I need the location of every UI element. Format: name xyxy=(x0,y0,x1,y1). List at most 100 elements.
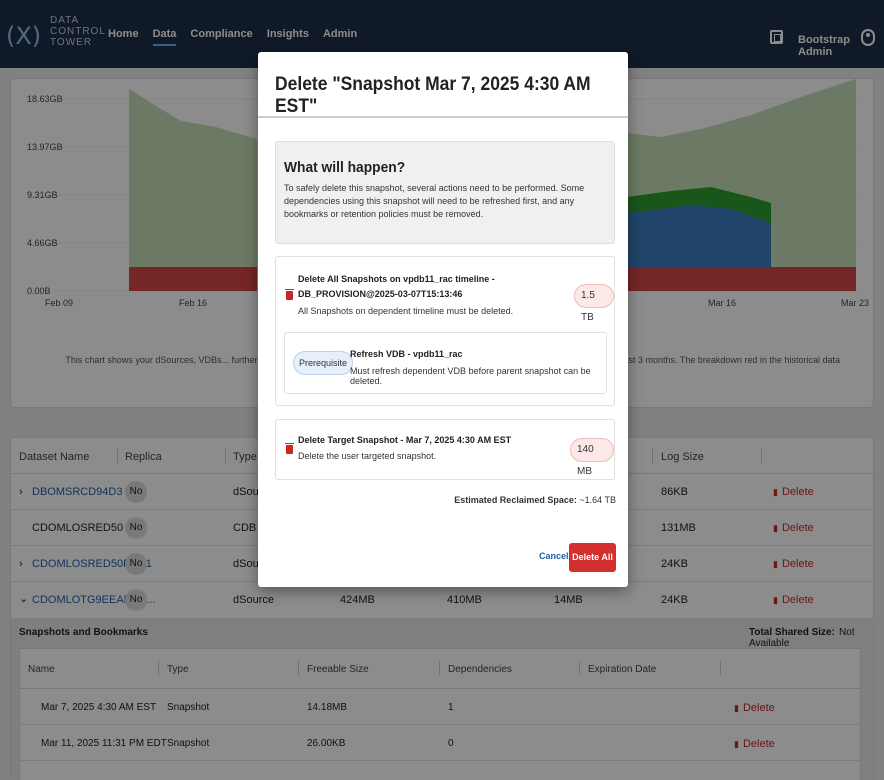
nav-links: Home Data Compliance Insights Admin xyxy=(108,28,357,46)
collapse-icon[interactable]: ⌄ xyxy=(19,593,29,605)
col-divider xyxy=(720,661,721,675)
delete-snapshot-dialog: Delete "Snapshot Mar 7, 2025 4:30 AM EST… xyxy=(258,52,628,587)
size-badge: 1.5 TB xyxy=(574,284,614,323)
prerequisite-badge: Prerequisite xyxy=(293,351,354,375)
cancel-button[interactable]: Cancel xyxy=(539,551,569,561)
y-tick-label: 0.00B xyxy=(27,286,51,296)
snapshot-name: Mar 11, 2025 11:31 PM EDT xyxy=(41,738,167,749)
area-blue xyxy=(627,205,771,267)
col-freeable-size[interactable]: Freeable Size xyxy=(307,664,369,675)
col-dependencies[interactable]: Dependencies xyxy=(448,664,512,675)
estimated-reclaimed-space: Estimated Reclaimed Space: ~1.64 TB xyxy=(454,495,616,505)
trash-icon xyxy=(285,289,294,300)
delete-button[interactable]: Delete xyxy=(734,702,775,714)
step-delete-timeline-snapshots: Delete All Snapshots on vpdb11_rac timel… xyxy=(275,256,615,406)
dependencies: 1 xyxy=(448,702,454,713)
trash-icon xyxy=(285,443,294,454)
nav-compliance[interactable]: Compliance xyxy=(190,28,253,40)
size-value: 14MB xyxy=(554,594,583,606)
logo: (X) xyxy=(6,22,42,50)
x-tick-label: Mar 23 xyxy=(841,298,869,308)
chip-icon[interactable] xyxy=(770,30,783,44)
delete-button[interactable]: Delete xyxy=(773,486,814,498)
step-subtitle: All Snapshots on dependent timeline must… xyxy=(298,306,514,316)
delete-button[interactable]: Delete xyxy=(773,558,814,570)
area-red xyxy=(129,267,257,291)
delete-button[interactable]: Delete xyxy=(734,738,775,750)
col-expiration-date[interactable]: Expiration Date xyxy=(588,664,657,675)
area-red-right xyxy=(627,267,856,291)
size-badge: 140 MB xyxy=(570,438,614,477)
col-log-size[interactable]: Log Size xyxy=(661,451,704,463)
log-size: 24KB xyxy=(661,594,688,606)
replica-badge: No xyxy=(125,517,147,539)
brand-name: DATA CONTROL TOWER xyxy=(50,15,106,48)
delete-all-button[interactable]: Delete All xyxy=(569,543,616,572)
table-row[interactable]: ⌄ CDOMLOTG9EEAPDB... No dSource 424MB 41… xyxy=(11,582,875,618)
freeable-size: 14.18MB xyxy=(307,702,348,713)
dialog-title: Delete "Snapshot Mar 7, 2025 4:30 AM EST… xyxy=(275,74,591,117)
what-will-happen-text: To safely delete this snapshot, several … xyxy=(284,183,585,219)
size-value: 424MB xyxy=(340,594,375,606)
expand-icon[interactable]: › xyxy=(19,558,23,570)
col-type[interactable]: Type xyxy=(167,664,189,675)
snapshot-type: Snapshot xyxy=(167,702,210,713)
dataset-type: dSource xyxy=(233,594,274,606)
size-value: 410MB xyxy=(447,594,482,606)
dataset-type: CDB xyxy=(233,522,257,534)
what-will-happen-panel: What will happen? To safely delete this … xyxy=(275,141,615,244)
col-divider xyxy=(298,661,299,675)
user-name[interactable]: Bootstrap Admin xyxy=(798,34,850,58)
replica-badge: No xyxy=(125,589,147,611)
col-replica[interactable]: Replica xyxy=(125,451,162,463)
x-tick-label: Feb 09 xyxy=(45,298,73,308)
replica-badge: No xyxy=(125,481,147,503)
dataset-name[interactable]: DBOMSRCD94D3 xyxy=(32,486,123,498)
step-delete-target-snapshot: Delete Target Snapshot - Mar 7, 2025 4:3… xyxy=(275,419,615,480)
col-divider xyxy=(579,661,580,675)
snapshot-name: Mar 7, 2025 4:30 AM EST xyxy=(41,702,157,713)
col-divider xyxy=(439,661,440,675)
snapshots-header: Name Type Freeable Size Dependencies Exp… xyxy=(20,649,862,689)
snapshot-row[interactable]: Mar 7, 2025 4:30 AM EST Snapshot 14.18MB… xyxy=(20,689,862,725)
expand-icon[interactable]: › xyxy=(19,486,23,498)
y-tick-label: 18.63GB xyxy=(27,94,63,104)
col-divider xyxy=(117,449,118,463)
col-name[interactable]: Name xyxy=(28,664,55,675)
y-tick-label: 4.66GB xyxy=(27,238,58,248)
prerequisite-title: Refresh VDB - vpdb11_rac xyxy=(350,349,463,359)
step-subtitle: Delete the user targeted snapshot. xyxy=(298,451,437,461)
dataset-name[interactable]: CDOMLOTG9EEAPDB... xyxy=(32,594,156,606)
y-tick-label: 9.31GB xyxy=(27,190,58,200)
snapshots-panel: Snapshots and Bookmarks Total Shared Siz… xyxy=(11,618,875,780)
snapshot-type: Snapshot xyxy=(167,738,210,749)
snapshots-table: Name Type Freeable Size Dependencies Exp… xyxy=(19,648,862,780)
step-title: Delete Target Snapshot - Mar 7, 2025 4:3… xyxy=(298,435,512,445)
delete-button[interactable]: Delete xyxy=(773,594,814,606)
replica-badge: No xyxy=(125,553,147,575)
prerequisite-refresh-vdb: Prerequisite Refresh VDB - vpdb11_rac Mu… xyxy=(284,332,607,394)
dataset-name[interactable]: CDOMLOSRED50 xyxy=(32,522,124,534)
divider xyxy=(258,116,628,118)
nav-admin[interactable]: Admin xyxy=(322,28,358,40)
delete-button[interactable]: Delete xyxy=(773,522,814,534)
col-divider xyxy=(761,449,762,463)
col-divider xyxy=(652,449,653,463)
nav-home[interactable]: Home xyxy=(108,28,139,40)
dataset-name[interactable]: CDOMLOSRED50PDB1 xyxy=(32,558,152,570)
what-will-happen-title: What will happen? xyxy=(284,159,406,176)
user-avatar-icon[interactable] xyxy=(861,29,875,46)
total-shared-size: Total Shared Size: Not Available xyxy=(749,627,855,649)
nav-data[interactable]: Data xyxy=(152,28,177,46)
prerequisite-subtitle: Must refresh dependent VDB before parent… xyxy=(350,366,591,386)
snapshot-row[interactable]: Mar 11, 2025 11:31 PM EDT Snapshot 26.00… xyxy=(20,725,862,761)
nav-insights[interactable]: Insights xyxy=(266,28,309,40)
log-size: 24KB xyxy=(661,558,688,570)
col-divider xyxy=(158,661,159,675)
col-dataset-name[interactable]: Dataset Name xyxy=(19,451,90,463)
y-tick-label: 13.97GB xyxy=(27,142,63,152)
x-tick-label: Mar 16 xyxy=(708,298,736,308)
step-title: Delete All Snapshots on vpdb11_rac timel… xyxy=(298,274,495,299)
snapshots-title: Snapshots and Bookmarks xyxy=(19,627,148,638)
col-type[interactable]: Type xyxy=(233,451,257,463)
